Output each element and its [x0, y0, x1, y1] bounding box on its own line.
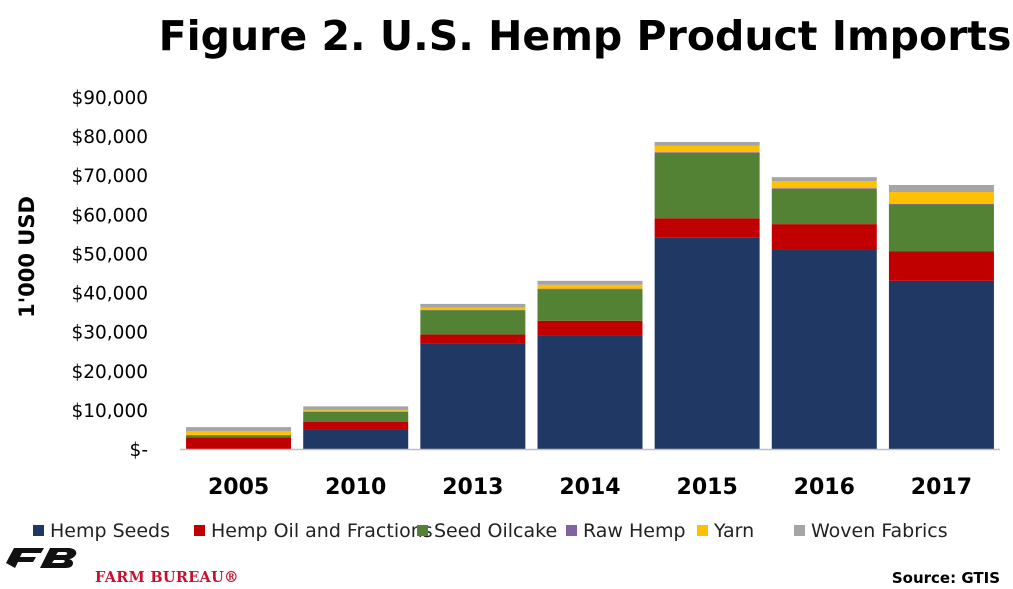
farm-bureau-logo: FARM BUREAU® [6, 548, 239, 586]
bar-segment [888, 192, 994, 204]
bar-segment [537, 335, 643, 449]
legend-label: Raw Hemp [583, 520, 686, 542]
legend-label: Yarn [713, 520, 754, 542]
bar-segment [537, 289, 643, 321]
x-tick-label: 2017 [911, 475, 972, 500]
y-tick-label: $60,000 [71, 205, 148, 226]
bar-segment [420, 334, 526, 344]
source-note: Source: GTIS [892, 569, 1000, 587]
y-tick-label: $80,000 [71, 127, 148, 148]
bar-segment [303, 410, 409, 412]
bar-segment [303, 429, 409, 449]
bar-segment [654, 152, 760, 219]
bar-segment [654, 141, 760, 146]
y-axis-label: 1'000 USD [15, 196, 39, 318]
bar-segment [771, 249, 877, 449]
bar-segment [420, 307, 526, 310]
x-axis-ticks: 2005 2010 2013 2014 2015 2016 2017 [208, 475, 972, 500]
brand-name: FARM BUREAU® [95, 569, 239, 586]
legend-swatch [33, 525, 44, 536]
bar-segment [771, 177, 877, 182]
bar-segment [654, 218, 760, 238]
y-tick-label: $30,000 [71, 323, 148, 344]
logo-f-mark [6, 548, 44, 568]
bar-segment [420, 343, 526, 449]
y-axis-ticks: $- $10,000 $20,000 $30,000 $40,000 $50,000 $60… [71, 88, 148, 461]
bar-segment [771, 181, 877, 189]
bar-segment [537, 320, 643, 336]
legend-label: Hemp Oil and Fractions [211, 520, 433, 542]
legend-swatch [697, 525, 708, 536]
bar-segment [303, 421, 409, 430]
chart-title: Figure 2. U.S. Hemp Product Imports [159, 12, 1012, 60]
logo-b-mark [40, 548, 77, 568]
bar-segment [771, 188, 877, 189]
x-tick-label: 2013 [442, 475, 503, 500]
bars-group [186, 141, 994, 449]
legend-swatch [417, 525, 428, 536]
x-tick-label: 2005 [208, 475, 269, 500]
bar-segment [888, 185, 994, 193]
x-tick-label: 2016 [794, 475, 855, 500]
y-tick-label: $70,000 [71, 166, 148, 187]
y-tick-label: $20,000 [71, 362, 148, 383]
bar-segment [888, 204, 994, 252]
bar-segment [888, 203, 994, 205]
bar-segment [654, 237, 760, 449]
bar-segment [303, 406, 409, 411]
bar-segment [888, 251, 994, 281]
y-tick-label: $40,000 [71, 284, 148, 305]
y-tick-label: $10,000 [71, 401, 148, 422]
legend-label: Woven Fabrics [811, 520, 948, 542]
bar-segment [186, 435, 292, 438]
x-tick-label: 2010 [325, 475, 386, 500]
legend-label: Hemp Seeds [50, 520, 170, 542]
bar-segment [771, 224, 877, 250]
x-tick-label: 2014 [559, 475, 620, 500]
bar-segment [186, 427, 292, 432]
y-tick-label: $90,000 [71, 88, 148, 109]
bar-segment [537, 284, 643, 289]
bar-segment [420, 310, 526, 335]
legend-swatch [794, 525, 805, 536]
y-tick-label: $- [130, 440, 148, 461]
y-tick-label: $50,000 [71, 244, 148, 265]
bar-segment [771, 188, 877, 225]
bar-segment [537, 288, 643, 290]
bar-segment [654, 145, 760, 153]
legend-swatch [194, 525, 205, 536]
legend-label: Seed Oilcake [434, 520, 557, 542]
bar-segment [303, 411, 409, 422]
bar-segment [420, 303, 526, 308]
legend: Hemp Seeds Hemp Oil and Fractions Seed Oil… [33, 520, 948, 542]
x-tick-label: 2015 [677, 475, 738, 500]
bar-segment [186, 437, 292, 449]
bar-segment [537, 280, 643, 285]
bar-segment [186, 431, 292, 435]
bar-segment [888, 280, 994, 449]
bar-segment [654, 152, 760, 153]
legend-swatch [566, 525, 577, 536]
